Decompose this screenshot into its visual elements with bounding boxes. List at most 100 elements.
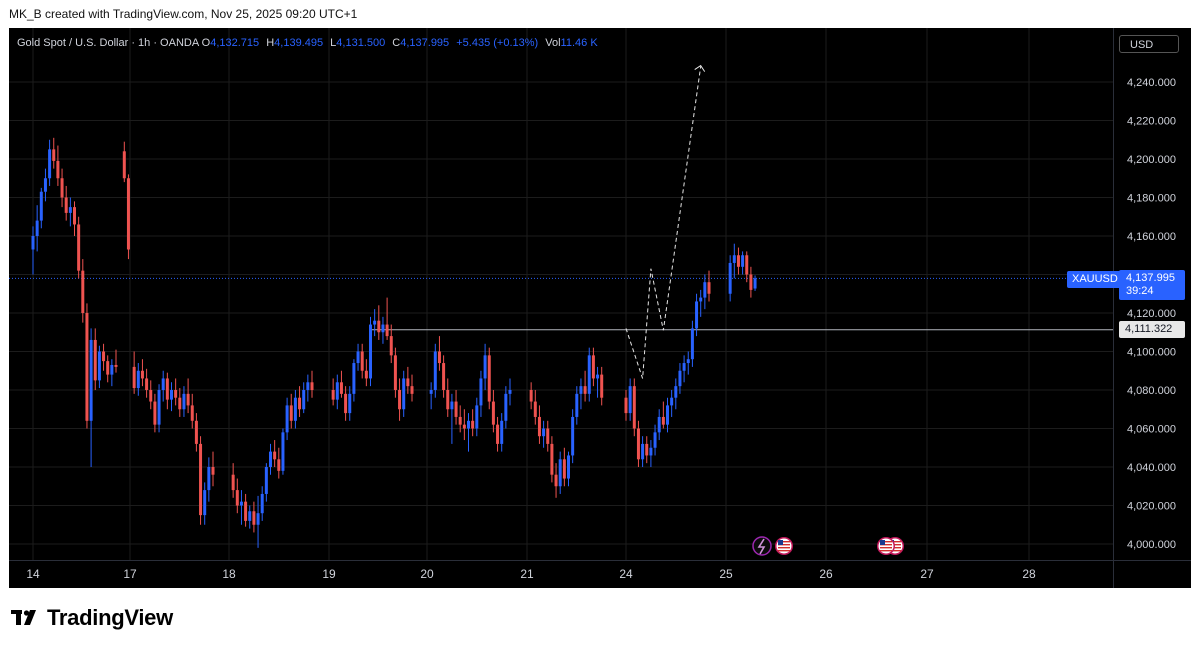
- candle-body: [670, 397, 674, 406]
- flag-stripe: [889, 541, 901, 543]
- candle-body: [264, 467, 268, 494]
- candle-body: [52, 149, 56, 161]
- candle-body: [450, 401, 454, 410]
- legend-open-label: O: [201, 37, 211, 49]
- candle-body: [429, 390, 433, 394]
- candle-body: [571, 416, 575, 456]
- candle-body: [157, 390, 161, 425]
- x-tick-label: 25: [719, 567, 733, 581]
- candle-body: [43, 178, 47, 192]
- candle-body: [302, 390, 306, 410]
- candle-body: [68, 207, 72, 213]
- last-price-tag: 4,137.995 39:24: [1119, 270, 1185, 300]
- candle-body: [728, 262, 732, 294]
- events-layer: [752, 536, 904, 556]
- candle-body: [281, 432, 285, 471]
- candle-body: [335, 382, 339, 400]
- tradingview-footer: TradingView: [11, 605, 173, 630]
- legend-close-label: C: [392, 37, 401, 49]
- price-axis[interactable]: 4,000.000 4,020.000 4,040.000 4,060.000 4,08…: [1113, 28, 1176, 588]
- candle-body: [93, 339, 97, 381]
- candle-body: [252, 511, 256, 525]
- candle-body: [504, 393, 508, 421]
- candle-body: [356, 351, 360, 364]
- flag-stripe: [889, 550, 901, 552]
- candle-body: [442, 363, 446, 390]
- candle-body: [106, 361, 110, 375]
- y-tick-label: 4,120.000: [1127, 308, 1176, 320]
- candle-body: [446, 390, 450, 410]
- candle-body: [39, 191, 43, 221]
- candle-body: [410, 386, 414, 394]
- legend-close-value: 4,137.995: [400, 37, 450, 49]
- candle-body: [145, 378, 149, 390]
- candle-body: [348, 393, 352, 414]
- lightning-icon: [757, 538, 766, 555]
- candle-countdown: 39:24: [1126, 285, 1154, 297]
- candle-body: [140, 370, 144, 379]
- candle-body: [81, 270, 85, 313]
- candle-body: [529, 390, 533, 402]
- candle-body: [402, 378, 406, 410]
- candle-body: [707, 282, 711, 294]
- candle-body: [491, 401, 495, 425]
- attribution-header: MK_B created with TradingView.com, Nov 2…: [9, 7, 358, 21]
- level-price-tag: 4,111.322: [1119, 321, 1185, 338]
- legend-open-value: 4,132.715: [210, 37, 260, 49]
- candle-body: [277, 459, 281, 471]
- candle-body: [260, 493, 264, 514]
- candle-body: [97, 351, 101, 381]
- candle-body: [73, 207, 76, 225]
- flag-stripe: [778, 544, 790, 546]
- candle-body: [389, 336, 393, 356]
- candle-body: [496, 424, 500, 444]
- candle-body: [628, 386, 632, 414]
- candle-body: [736, 255, 740, 267]
- flag-stripe: [880, 544, 892, 546]
- legend-volume-value: 11.46 K: [560, 37, 598, 49]
- candle-body: [373, 320, 377, 325]
- candle-body: [653, 432, 657, 448]
- lightning-icon-ring: [752, 536, 772, 556]
- candle-body: [699, 297, 703, 302]
- candle-body: [170, 390, 173, 400]
- currency-button[interactable]: USD: [1119, 35, 1179, 53]
- candle-body: [269, 451, 272, 467]
- candle-body: [136, 370, 140, 389]
- x-tick-label: 19: [322, 567, 336, 581]
- candle-body: [475, 405, 479, 429]
- candle-body: [554, 474, 558, 487]
- candle-body: [231, 474, 235, 491]
- candle-body: [310, 382, 314, 390]
- candle-body: [352, 363, 356, 394]
- candle-body: [248, 511, 252, 521]
- candle-body: [749, 274, 753, 290]
- candle-body: [149, 390, 153, 402]
- flag-canton: [880, 540, 885, 545]
- x-tick-label: 27: [920, 567, 934, 581]
- projection-path: [625, 66, 702, 379]
- candle-body: [596, 374, 600, 379]
- candle-body: [745, 255, 749, 275]
- legend-symbol: Gold Spot / U.S. Dollar · 1h · OANDA: [17, 37, 199, 49]
- candle-body: [285, 405, 289, 433]
- candle-body: [385, 324, 389, 337]
- x-tick-label: 26: [819, 567, 833, 581]
- candle-body: [508, 390, 512, 394]
- candle-body: [369, 324, 372, 379]
- price-chart[interactable]: 4,000.000 4,020.000 4,040.000 4,060.000 4,08…: [9, 28, 1191, 588]
- x-tick-label: 17: [123, 567, 137, 581]
- time-axis[interactable]: 14 17 18 19 20 21 24 25 26 27 28: [9, 560, 1191, 582]
- candle-body: [306, 382, 310, 390]
- footer-brand: TradingView: [47, 605, 173, 630]
- y-tick-label: 4,200.000: [1127, 154, 1176, 166]
- candle-body: [398, 390, 402, 410]
- chart-area[interactable]: 4,000.000 4,020.000 4,040.000 4,060.000 4,08…: [9, 28, 1191, 588]
- y-tick-label: 4,180.000: [1127, 193, 1176, 205]
- candle-body: [60, 178, 64, 198]
- x-tick-label: 24: [619, 567, 633, 581]
- flag-stripe: [889, 544, 901, 546]
- y-tick-label: 4,080.000: [1127, 385, 1176, 397]
- candle-body: [339, 382, 343, 394]
- candle-body: [641, 443, 645, 460]
